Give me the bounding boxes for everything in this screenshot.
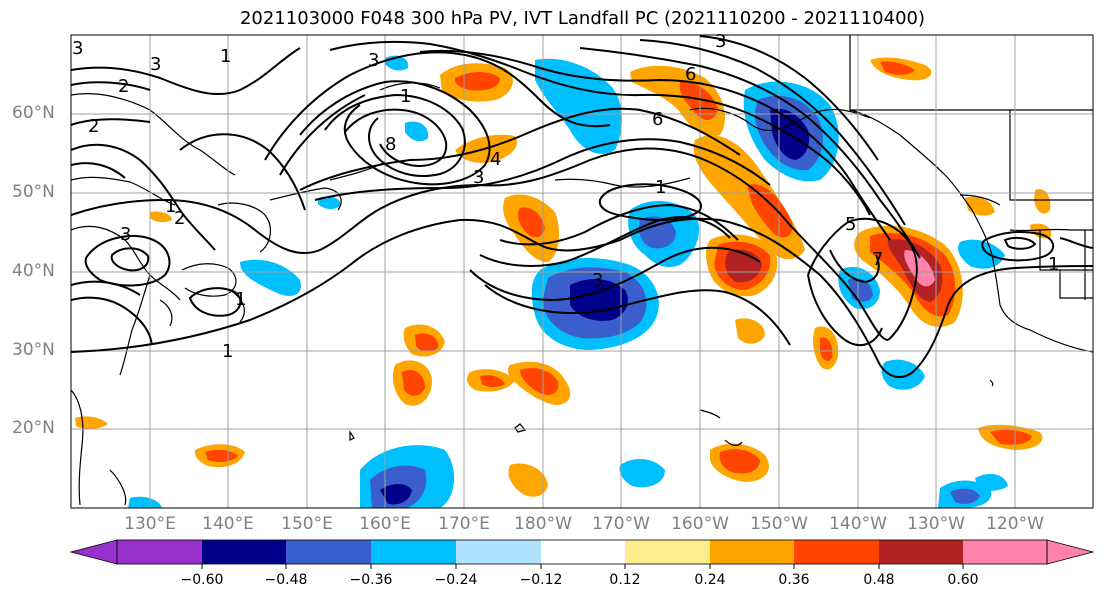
colorbar-bin (963, 540, 1047, 564)
contour-label: 1 (222, 341, 233, 362)
contour-label: 1 (655, 177, 666, 198)
contour-label: 3 (473, 167, 484, 188)
lon-label: 130°W (907, 514, 965, 534)
colorbar-bin (456, 540, 541, 564)
contour-label: 1 (235, 289, 246, 310)
map-frame (70, 34, 1094, 509)
colorbar-bin (286, 540, 371, 564)
lon-label: 150°E (281, 514, 333, 534)
contour-label: 1 (400, 86, 411, 107)
colorbar-outline (116, 539, 1048, 565)
contour-label: 7 (872, 249, 883, 270)
contour-label: 3 (72, 38, 83, 59)
lon-label: 150°W (750, 514, 808, 534)
contour-label: 3 (368, 50, 379, 71)
map-title: 2021103000 F048 300 hPa PV, IVT Landfall… (239, 8, 926, 29)
colorbar-extend-right (1046, 539, 1095, 565)
colorbar-tick-label: −0.24 (434, 572, 478, 588)
colorbar-tick-label: 0.24 (694, 572, 726, 588)
lon-label: 160°E (359, 514, 411, 534)
lon-label: 170°E (438, 514, 490, 534)
colorbar-extend-left (69, 539, 118, 565)
contour-label: 2 (88, 116, 99, 137)
contour-labels: 3 2 3 1 3 2 1 3 1 6 8 3 4 1 3 6 1 7 5 1 … (72, 31, 1059, 362)
colorbar-bin (710, 540, 794, 564)
lat-label-50n: 50°N (12, 182, 55, 202)
contour-label: 3 (592, 270, 603, 291)
lon-label: 180°W (514, 514, 572, 534)
contour-label: 2 (174, 208, 185, 229)
colorbar-tick-label: 0.60 (947, 572, 979, 588)
colorbar-bin (371, 540, 456, 564)
lon-label: 160°W (671, 514, 729, 534)
lat-label-20n: 20°N (12, 418, 55, 438)
contour-label: 1 (1048, 254, 1059, 275)
contour-label: 3 (150, 54, 161, 75)
colorbar-bin (794, 540, 879, 564)
colorbar-tick-label: 0.48 (863, 572, 895, 588)
colorbar-tick-label: −0.48 (264, 572, 308, 588)
lon-label: 140°W (829, 514, 887, 534)
colorbar-bin (202, 540, 286, 564)
contour-label: 8 (385, 134, 396, 155)
colorbar (69, 539, 1095, 569)
colorbar-bin (625, 540, 710, 564)
lat-label-60n: 60°N (12, 103, 55, 123)
contour-label: 2 (118, 76, 129, 97)
contour-label: 6 (652, 109, 663, 130)
colorbar-tick-label: 0.36 (778, 572, 810, 588)
lat-label-40n: 40°N (12, 261, 55, 281)
contour-label: 3 (120, 224, 131, 245)
lon-label: 120°W (986, 514, 1044, 534)
colorbar-bin (541, 540, 625, 564)
lon-label: 170°W (592, 514, 650, 534)
contour-label: 5 (845, 214, 856, 235)
colorbar-tick-label: 0.12 (609, 572, 641, 588)
lon-label: 140°E (202, 514, 254, 534)
colorbar-bin (117, 540, 202, 564)
pv-contours (71, 35, 1093, 378)
colorbar-bin (879, 540, 963, 564)
contour-label: 6 (685, 64, 696, 85)
contour-label: 4 (490, 149, 501, 170)
colorbar-tick-label: −0.36 (349, 572, 393, 588)
lon-label: 130°E (124, 514, 176, 534)
contour-label: 1 (165, 196, 176, 217)
colorbar-tick-label: −0.12 (519, 572, 563, 588)
lat-label-30n: 30°N (12, 340, 55, 360)
contour-label: 1 (220, 46, 231, 67)
colorbar-tick-label: −0.60 (180, 572, 224, 588)
contour-label: 3 (715, 31, 726, 52)
